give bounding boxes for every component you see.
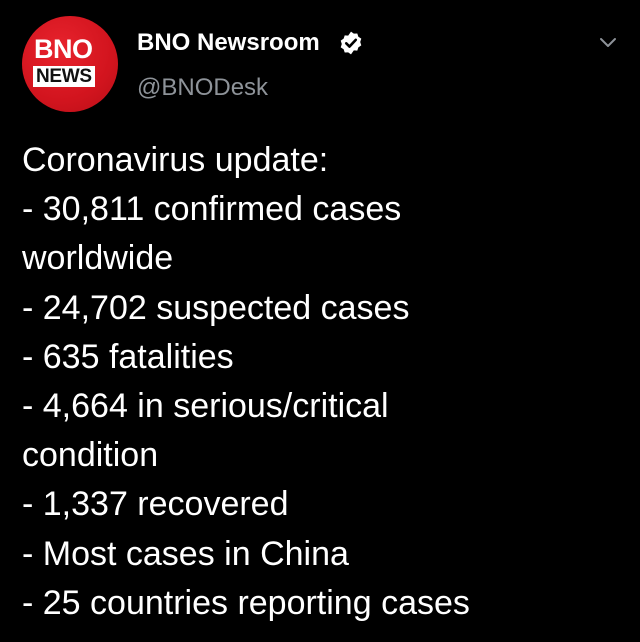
- tweet-line: - 25 countries reporting cases: [22, 583, 470, 622]
- tweet-line: condition: [22, 436, 159, 475]
- avatar[interactable]: BNO NEWS: [22, 16, 118, 112]
- tweet-line: - 635 fatalities: [22, 337, 234, 376]
- tweet-line: worldwide: [22, 239, 174, 278]
- tweet-line: Coronavirus update:: [22, 141, 329, 179]
- tweet-line: - Most cases in China: [22, 534, 349, 573]
- tweet-text: Coronavirus update: - 30,811 confirmed c…: [22, 136, 632, 628]
- tweet-line: - 4,664 in serious/critical: [22, 387, 389, 426]
- tweet-line: - 30,811 confirmed cases: [22, 190, 402, 229]
- display-name[interactable]: BNO Newsroom: [137, 29, 320, 56]
- verified-badge-icon: [340, 31, 362, 55]
- avatar-logo-news: NEWS: [33, 66, 95, 87]
- avatar-logo-bno: BNO: [34, 34, 93, 64]
- tweet-line: - 24,702 suspected cases: [22, 288, 410, 327]
- author-handle[interactable]: @BNODesk: [137, 74, 269, 101]
- chevron-down-icon[interactable]: [596, 32, 620, 52]
- tweet-line: - 1,337 recovered: [22, 485, 289, 524]
